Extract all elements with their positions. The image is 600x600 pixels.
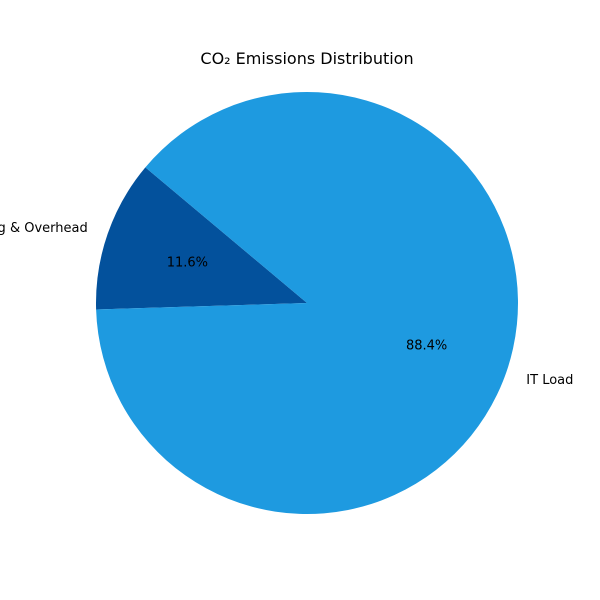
slice-percent-label: 88.4% xyxy=(406,338,447,353)
slice-percent-label: 11.6% xyxy=(167,256,208,271)
pie-slice xyxy=(96,167,307,310)
slice-label: Cooling & Overhead xyxy=(0,221,88,236)
pie-slices xyxy=(96,92,518,515)
chart-title: CO₂ Emissions Distribution xyxy=(200,49,413,68)
slice-label: IT Load xyxy=(526,373,573,388)
pie-labels: Cooling & Overhead 11.6% IT Load 88.4% xyxy=(0,221,573,388)
pie-slice xyxy=(96,92,518,515)
